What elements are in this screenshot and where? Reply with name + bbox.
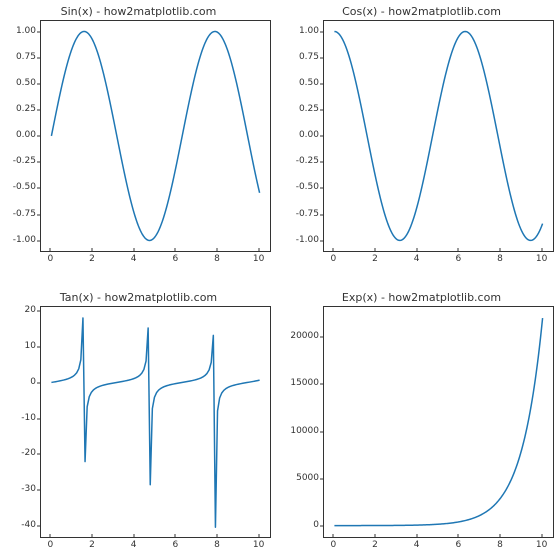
y-axis-ticks: 0 5000 10000 15000 20000 bbox=[289, 306, 323, 538]
axes bbox=[323, 20, 554, 252]
xtick-label: 6 bbox=[172, 254, 178, 264]
ytick-label: -20 bbox=[21, 448, 36, 458]
x-axis-ticks: 0 2 4 6 8 10 bbox=[40, 538, 271, 554]
axes bbox=[40, 306, 271, 538]
panel-title: Tan(x) - how2matplotlib.com bbox=[6, 292, 271, 304]
ytick-label: 20000 bbox=[290, 331, 319, 341]
ytick-label: -0.25 bbox=[13, 156, 36, 166]
ytick-label: -30 bbox=[21, 484, 36, 494]
xtick-label: 2 bbox=[89, 540, 95, 550]
xtick-label: 0 bbox=[331, 254, 337, 264]
panel-sin: Sin(x) - how2matplotlib.com -1.00 -0.75 -0… bbox=[6, 6, 271, 268]
ytick-label: -1.00 bbox=[296, 235, 319, 245]
ytick-label: 0 bbox=[30, 377, 36, 387]
ytick-label: 0 bbox=[313, 520, 319, 530]
ytick-label: -40 bbox=[21, 520, 36, 530]
ytick-label: 0.75 bbox=[16, 52, 36, 62]
y-axis-ticks: -40 -30 -20 -10 0 10 20 bbox=[6, 306, 40, 538]
plot-area: -1.00 -0.75 -0.50 -0.25 0.00 0.25 0.50 0.75 1.00 bbox=[289, 20, 554, 252]
xtick-label: 4 bbox=[414, 254, 420, 264]
series-line bbox=[334, 32, 542, 241]
xtick-label: 8 bbox=[214, 254, 220, 264]
xtick-label: 2 bbox=[372, 540, 378, 550]
xtick-label: 8 bbox=[214, 540, 220, 550]
plot-area: 0 5000 10000 15000 20000 bbox=[289, 306, 554, 538]
line-plot bbox=[324, 21, 553, 251]
xtick-label: 6 bbox=[455, 540, 461, 550]
ytick-label: -0.75 bbox=[13, 209, 36, 219]
line-plot bbox=[41, 307, 270, 537]
ytick-label: 15000 bbox=[290, 378, 319, 388]
panel-exp: Exp(x) - how2matplotlib.com 0 5000 10000 15… bbox=[289, 292, 554, 554]
ytick-label: 5000 bbox=[296, 473, 319, 483]
xtick-label: 10 bbox=[253, 254, 264, 264]
x-axis-ticks: 0 2 4 6 8 10 bbox=[323, 252, 554, 268]
xtick-label: 0 bbox=[48, 540, 54, 550]
ytick-label: 0.50 bbox=[16, 78, 36, 88]
ytick-label: -0.25 bbox=[296, 156, 319, 166]
xtick-label: 8 bbox=[497, 254, 503, 264]
panel-cos: Cos(x) - how2matplotlib.com -1.00 -0.75 -0… bbox=[289, 6, 554, 268]
xtick-label: 6 bbox=[172, 540, 178, 550]
figure-grid: Sin(x) - how2matplotlib.com -1.00 -0.75 -0… bbox=[0, 0, 560, 560]
xtick-label: 4 bbox=[131, 254, 137, 264]
series-line bbox=[51, 318, 259, 527]
ytick-label: -0.50 bbox=[296, 182, 319, 192]
x-axis-ticks: 0 2 4 6 8 10 bbox=[40, 252, 271, 268]
xtick-label: 10 bbox=[253, 540, 264, 550]
ytick-label: -10 bbox=[21, 413, 36, 423]
panel-title: Exp(x) - how2matplotlib.com bbox=[289, 292, 554, 304]
x-axis-ticks: 0 2 4 6 8 10 bbox=[323, 538, 554, 554]
ytick-label: -0.75 bbox=[296, 209, 319, 219]
ytick-label: 1.00 bbox=[16, 26, 36, 36]
ytick-label: 10 bbox=[25, 341, 36, 351]
ytick-label: -0.50 bbox=[13, 182, 36, 192]
panel-title: Cos(x) - how2matplotlib.com bbox=[289, 6, 554, 18]
panel-tan: Tan(x) - how2matplotlib.com -40 -30 -20 -10… bbox=[6, 292, 271, 554]
series-line bbox=[334, 318, 542, 526]
xtick-label: 8 bbox=[497, 540, 503, 550]
ytick-label: 20 bbox=[25, 305, 36, 315]
xtick-label: 10 bbox=[536, 540, 547, 550]
ytick-label: -1.00 bbox=[13, 235, 36, 245]
line-plot bbox=[41, 21, 270, 251]
xtick-label: 6 bbox=[455, 254, 461, 264]
xtick-label: 10 bbox=[536, 254, 547, 264]
y-axis-ticks: -1.00 -0.75 -0.50 -0.25 0.00 0.25 0.50 0.75 1.00 bbox=[6, 20, 40, 252]
ytick-label: 0.50 bbox=[299, 78, 319, 88]
y-axis-ticks: -1.00 -0.75 -0.50 -0.25 0.00 0.25 0.50 0.75 1.00 bbox=[289, 20, 323, 252]
ytick-label: 1.00 bbox=[299, 26, 319, 36]
xtick-label: 4 bbox=[414, 540, 420, 550]
ytick-label: 0.00 bbox=[299, 130, 319, 140]
axes bbox=[323, 306, 554, 538]
panel-title: Sin(x) - how2matplotlib.com bbox=[6, 6, 271, 18]
axes bbox=[40, 20, 271, 252]
ytick-label: 0.75 bbox=[299, 52, 319, 62]
line-plot bbox=[324, 307, 553, 537]
series-line bbox=[51, 32, 259, 241]
xtick-label: 2 bbox=[89, 254, 95, 264]
plot-area: -40 -30 -20 -10 0 10 20 bbox=[6, 306, 271, 538]
ytick-label: 0.00 bbox=[16, 130, 36, 140]
xtick-label: 2 bbox=[372, 254, 378, 264]
ytick-label: 0.25 bbox=[299, 104, 319, 114]
ytick-label: 0.25 bbox=[16, 104, 36, 114]
ytick-label: 10000 bbox=[290, 426, 319, 436]
xtick-label: 4 bbox=[131, 540, 137, 550]
xtick-label: 0 bbox=[48, 254, 54, 264]
plot-area: -1.00 -0.75 -0.50 -0.25 0.00 0.25 0.50 0.75 1.00 bbox=[6, 20, 271, 252]
xtick-label: 0 bbox=[331, 540, 337, 550]
